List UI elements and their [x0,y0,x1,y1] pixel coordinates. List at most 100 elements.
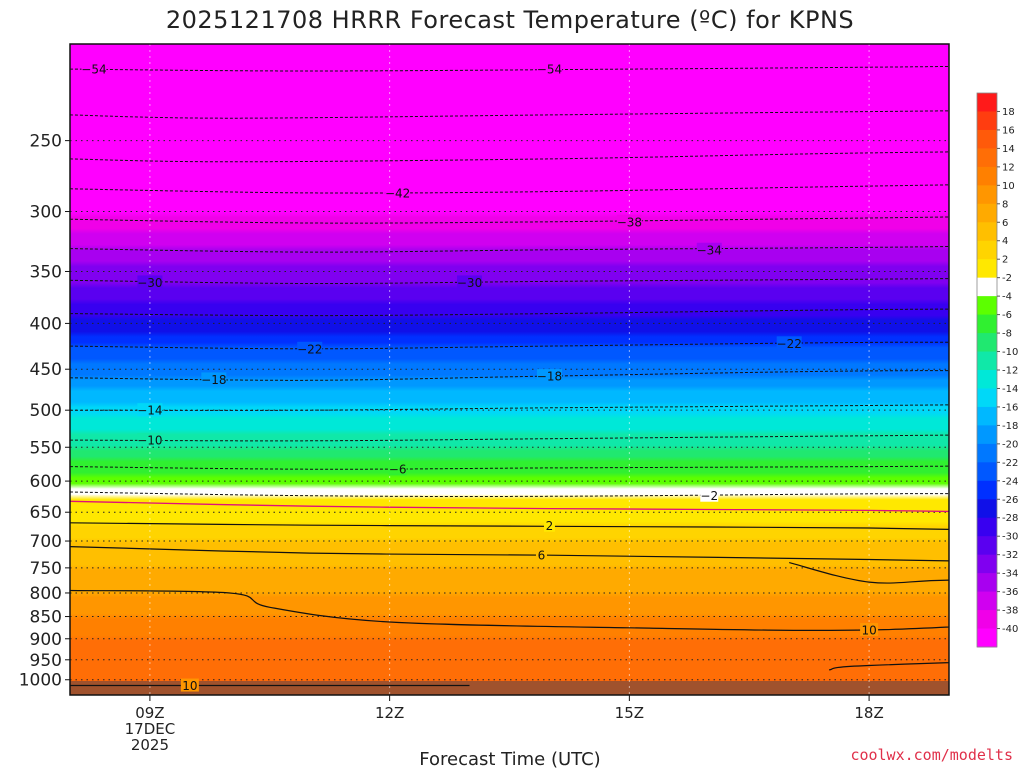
colorbar-label: -20 [1002,439,1018,450]
contour-label-bg [180,678,199,692]
contour-line [70,65,949,72]
x-tick-label: 12Z [375,704,404,722]
credit-link[interactable]: coolwx.com/modelts [850,746,1013,764]
colorbar-swatch [977,259,997,279]
contour-label: −18 [201,373,226,387]
y-tick-label: 300 [30,203,62,223]
colorbar-swatch [977,462,997,482]
contour-label: −30 [137,276,162,290]
grid [70,44,949,695]
colorbar-swatch [977,185,997,205]
x-tick-label: 17DEC [125,720,176,738]
contour-label: 2 [546,519,554,533]
y-tick-label: 500 [30,401,62,421]
y-tick-label: 700 [30,532,62,552]
contour-label: 10 [182,679,197,693]
colorbar-label: -2 [1002,273,1012,284]
colorbar-swatch [977,222,997,242]
contour-line [70,522,949,530]
contour-label-bg [137,433,163,447]
contour-label: −10 [137,434,162,448]
y-tick-label: 900 [30,630,62,650]
colorbar-label: 10 [1002,181,1015,192]
colorbar-swatch [977,277,997,297]
contour-label-bg [543,518,555,532]
x-axis: 09Z17DEC202512Z15Z18Z21Z00Z18DEC [125,695,884,754]
y-tick-label: 850 [30,608,62,628]
contour-label: −22 [297,342,322,356]
colorbar-label: -26 [1002,495,1018,506]
contour-label: −54 [537,63,562,77]
colorbar-label: -18 [1002,421,1018,432]
colorbar-swatch [977,628,997,648]
y-axis: 2503003504004505005506006507007508008509… [19,132,70,691]
contour-label-bg [1016,272,1024,285]
contour-label-bg [535,548,547,562]
colorbar-label: -24 [1002,476,1018,487]
x-tick-label: 2025 [131,736,169,754]
colorbar-swatch [977,517,997,537]
colorbar-label: -4 [1002,292,1012,303]
colorbar-label: 16 [1002,125,1015,136]
x-tick-label: 09Z [135,704,164,722]
colorbar-label: -12 [1002,366,1018,377]
colorbar-label: 4 [1002,236,1008,247]
colorbar-label: -16 [1002,402,1018,413]
colorbar-swatch [977,333,997,353]
colorbar-label: -22 [1002,458,1018,469]
contour-label-bg [81,62,107,76]
y-tick-label: 250 [30,132,62,152]
colorbar-label: 14 [1002,144,1015,155]
y-tick-label: 650 [30,503,62,523]
colorbar-swatch [977,406,997,426]
contour-line [829,662,949,671]
y-tick-label: 950 [30,651,62,671]
contour-label: −38 [617,215,642,229]
contour-label: −2 [700,489,718,503]
colorbar-swatch [977,480,997,500]
contour-label-bg [137,403,163,417]
colorbar-swatch [977,351,997,371]
colorbar-swatch [977,591,997,611]
contour-label: −54 [81,63,106,77]
colorbar-swatch [977,610,997,630]
colorbar-label: -6 [1002,310,1012,321]
contour-label-bg [385,185,411,199]
colorbar: 18 16 14 12 10 8 6 4 2 -2 -4 -6 -8 -10 -12 -14 -16 -18 -20… [976,92,1018,648]
contour-label: −30 [1016,273,1024,287]
colorbar-label: 8 [1002,199,1008,210]
colorbar-swatch [977,499,997,519]
x-tick-label: 15Z [615,704,644,722]
chart-title: 2025121708 HRRR Forecast Temperature (ºC… [166,6,854,34]
colorbar-swatch [977,148,997,168]
contour-label: −34 [697,243,722,257]
colorbar-swatch [977,425,997,445]
colorbar-swatch [977,166,997,186]
x-tick-label: 18Z [854,704,883,722]
colorbar-label: 18 [1002,107,1015,118]
contour-label-bg [860,623,879,637]
y-tick-label: 600 [30,472,62,492]
contour-label-bg [536,62,562,76]
y-tick-label: 400 [30,314,62,334]
colorbar-label: -28 [1002,513,1018,524]
contour-label: −6 [389,463,407,477]
colorbar-swatch [977,314,997,334]
colorbar-label: -14 [1002,384,1018,395]
contour-label: 6 [538,549,546,563]
contour-label-bg [776,336,802,350]
contour-label: −18 [537,370,562,384]
contour-line [789,562,949,584]
contour-label-bg [137,275,163,289]
contour-label: −22 [777,337,802,351]
contour-label-bg [388,462,407,476]
contour-label: −30 [457,276,482,290]
colorbar-label: -30 [1002,532,1018,543]
contour-label: 10 [861,624,876,638]
colorbar-swatch [977,129,997,149]
colorbar-label: 2 [1002,255,1008,266]
colorbar-swatch [977,536,997,556]
colorbar-swatch [977,388,997,408]
contour-label: −42 [1016,178,1024,192]
colorbar-label: 12 [1002,162,1015,173]
